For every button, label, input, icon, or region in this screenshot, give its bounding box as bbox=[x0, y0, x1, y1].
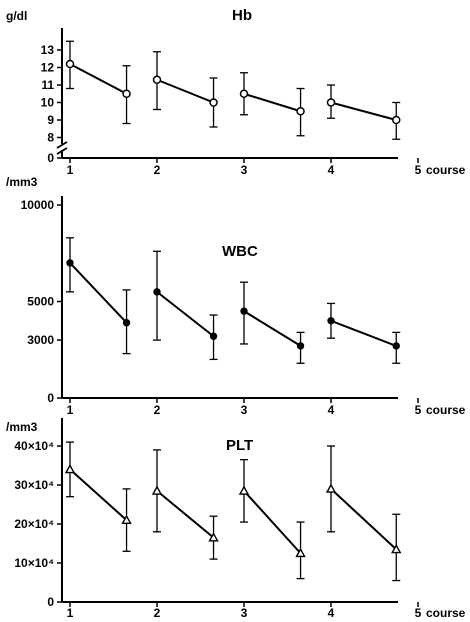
wbc-data-point bbox=[392, 342, 400, 350]
plt-y-unit: /mm3 bbox=[6, 420, 38, 434]
wbc-y-tick-label: 10000 bbox=[21, 198, 55, 212]
wbc-data-point bbox=[296, 342, 305, 350]
wbc-data-point bbox=[153, 288, 161, 296]
plt-y-tick-label: 20×10⁴ bbox=[14, 517, 54, 531]
wbc-x-tick-label: 5 bbox=[415, 403, 422, 417]
wbc-x-tick-label: 1 bbox=[67, 403, 74, 417]
hb-data-point bbox=[209, 98, 218, 107]
plt-data-point bbox=[391, 543, 402, 554]
hb-x-axis-label: course bbox=[426, 163, 466, 177]
hb-x-tick-label: 4 bbox=[328, 163, 335, 177]
hb-data-point bbox=[392, 115, 401, 125]
hb-y-tick-label: 12 bbox=[41, 61, 55, 75]
hb-data-point bbox=[122, 89, 131, 98]
plt-series-line bbox=[69, 468, 128, 521]
hb-x-tick-label: 2 bbox=[154, 163, 161, 177]
wbc-title: WBC bbox=[222, 243, 258, 260]
plt-series-line bbox=[243, 490, 302, 554]
plt-y-tick-label: 0 bbox=[47, 595, 54, 609]
wbc-x-axis-label: course bbox=[426, 403, 466, 417]
plt-x-tick-label: 3 bbox=[241, 606, 248, 620]
hb-data-point bbox=[326, 98, 336, 107]
wbc-y-tick-label: 5000 bbox=[27, 295, 54, 309]
wbc-data-point bbox=[66, 259, 74, 267]
wbc-series-line bbox=[243, 310, 302, 347]
plt-data-point bbox=[151, 485, 163, 495]
hb-y-tick-label: 11 bbox=[41, 78, 54, 92]
wbc-y-tick-label: 0 bbox=[47, 391, 54, 405]
hb-data-point bbox=[296, 107, 305, 116]
hb-series-line bbox=[69, 63, 128, 95]
hb-series-line bbox=[243, 92, 301, 113]
plt-y-tick-label: 40×10⁴ bbox=[14, 439, 54, 453]
plt-data-point bbox=[238, 485, 250, 495]
hb-y-tick-label: 0 bbox=[47, 151, 54, 165]
hb-y-tick-label: 13 bbox=[41, 43, 55, 57]
wbc-x-tick-label: 3 bbox=[241, 403, 248, 417]
plt-x-tick-label: 4 bbox=[328, 606, 335, 620]
wbc-y-unit: /mm3 bbox=[6, 175, 38, 189]
plt-x-tick-label: 1 bbox=[67, 606, 74, 620]
hb-x-tick-label: 5 bbox=[415, 163, 422, 177]
plt-data-point bbox=[325, 483, 337, 493]
hb-series-line bbox=[156, 78, 214, 104]
hb-series-line bbox=[330, 101, 397, 121]
hb-x-tick-label: 1 bbox=[67, 163, 74, 177]
wbc-data-point bbox=[209, 332, 218, 340]
hb-data-point bbox=[65, 59, 75, 69]
wbc-x-tick-label: 2 bbox=[154, 403, 161, 417]
plt-series-line bbox=[156, 490, 215, 539]
plt-panel: /mm3 PLT 0 10×10⁴ 20×10⁴ 30×10⁴ 40×10⁴ 1 2 3 4 5 c… bbox=[6, 418, 466, 620]
wbc-data-point bbox=[240, 307, 248, 315]
plt-y-tick-label: 30×10⁴ bbox=[14, 478, 54, 492]
plt-series-line bbox=[330, 488, 397, 551]
wbc-panel: /mm3 WBC 0 3000 5000 10000 1 2 3 4 5 course bbox=[6, 175, 466, 417]
hb-axis-break-mark bbox=[56, 141, 68, 149]
hb-y-tick-label: 9 bbox=[47, 113, 54, 127]
hb-x-tick-label: 3 bbox=[241, 163, 248, 177]
hb-y-unit: g/dl bbox=[6, 9, 27, 23]
hb-y-tick-label: 8 bbox=[47, 131, 54, 145]
plt-data-point bbox=[208, 532, 219, 542]
wbc-series-line bbox=[330, 319, 397, 347]
plt-data-point bbox=[64, 463, 76, 474]
wbc-y-tick-label: 3000 bbox=[27, 333, 54, 347]
plt-x-axis-label: course bbox=[426, 606, 466, 620]
plt-x-tick-label: 5 bbox=[415, 606, 422, 620]
wbc-x-tick-label: 4 bbox=[328, 403, 335, 417]
plt-data-point bbox=[295, 547, 306, 558]
plt-title: PLT bbox=[226, 437, 253, 454]
wbc-data-point bbox=[327, 317, 335, 325]
wbc-data-point bbox=[122, 319, 131, 327]
hb-data-point bbox=[152, 75, 162, 84]
hb-data-point bbox=[239, 89, 249, 98]
hb-y-tick-label: 10 bbox=[41, 96, 55, 110]
plt-y-tick-label: 10×10⁴ bbox=[14, 556, 54, 570]
hb-title: Hb bbox=[232, 7, 252, 24]
plt-data-point bbox=[121, 514, 132, 524]
hb-axis-break-mark bbox=[56, 147, 68, 155]
wbc-series-line bbox=[156, 291, 215, 338]
wbc-series-line bbox=[69, 262, 128, 324]
plt-x-tick-label: 2 bbox=[154, 606, 161, 620]
